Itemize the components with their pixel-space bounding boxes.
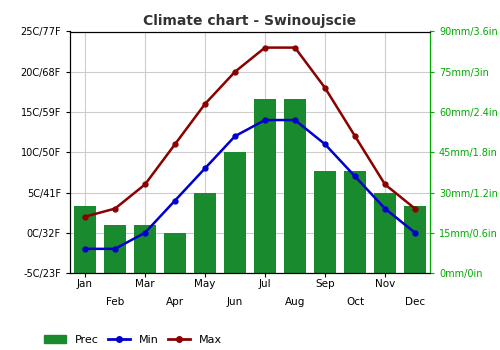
- Bar: [404, 206, 426, 273]
- Min: [202, 166, 208, 170]
- Max: [142, 182, 148, 187]
- Bar: [104, 225, 126, 273]
- Max: [352, 134, 358, 138]
- Bar: [164, 233, 186, 273]
- Max: [82, 215, 88, 219]
- Min: [382, 206, 388, 211]
- Max: [292, 46, 298, 50]
- Line: Min: Min: [82, 118, 417, 251]
- Min: [82, 247, 88, 251]
- Max: [382, 182, 388, 187]
- Min: [172, 198, 178, 203]
- Max: [262, 46, 268, 50]
- Min: [262, 118, 268, 122]
- Max: [322, 86, 328, 90]
- Max: [202, 102, 208, 106]
- Bar: [254, 99, 276, 273]
- Line: Max: Max: [82, 45, 417, 219]
- Title: Climate chart - Swinoujscie: Climate chart - Swinoujscie: [144, 14, 356, 28]
- Bar: [74, 206, 96, 273]
- Bar: [344, 171, 366, 273]
- Max: [232, 70, 238, 74]
- Min: [412, 231, 418, 235]
- Bar: [194, 193, 216, 273]
- Min: [292, 118, 298, 122]
- Bar: [374, 193, 396, 273]
- Min: [322, 142, 328, 146]
- Bar: [134, 225, 156, 273]
- Min: [142, 231, 148, 235]
- Max: [112, 206, 118, 211]
- Bar: [314, 171, 336, 273]
- Legend: Prec, Min, Max: Prec, Min, Max: [40, 331, 226, 350]
- Min: [352, 174, 358, 179]
- Min: [232, 134, 238, 138]
- Max: [172, 142, 178, 146]
- Min: [112, 247, 118, 251]
- Max: [412, 206, 418, 211]
- Bar: [284, 99, 306, 273]
- Bar: [224, 152, 246, 273]
